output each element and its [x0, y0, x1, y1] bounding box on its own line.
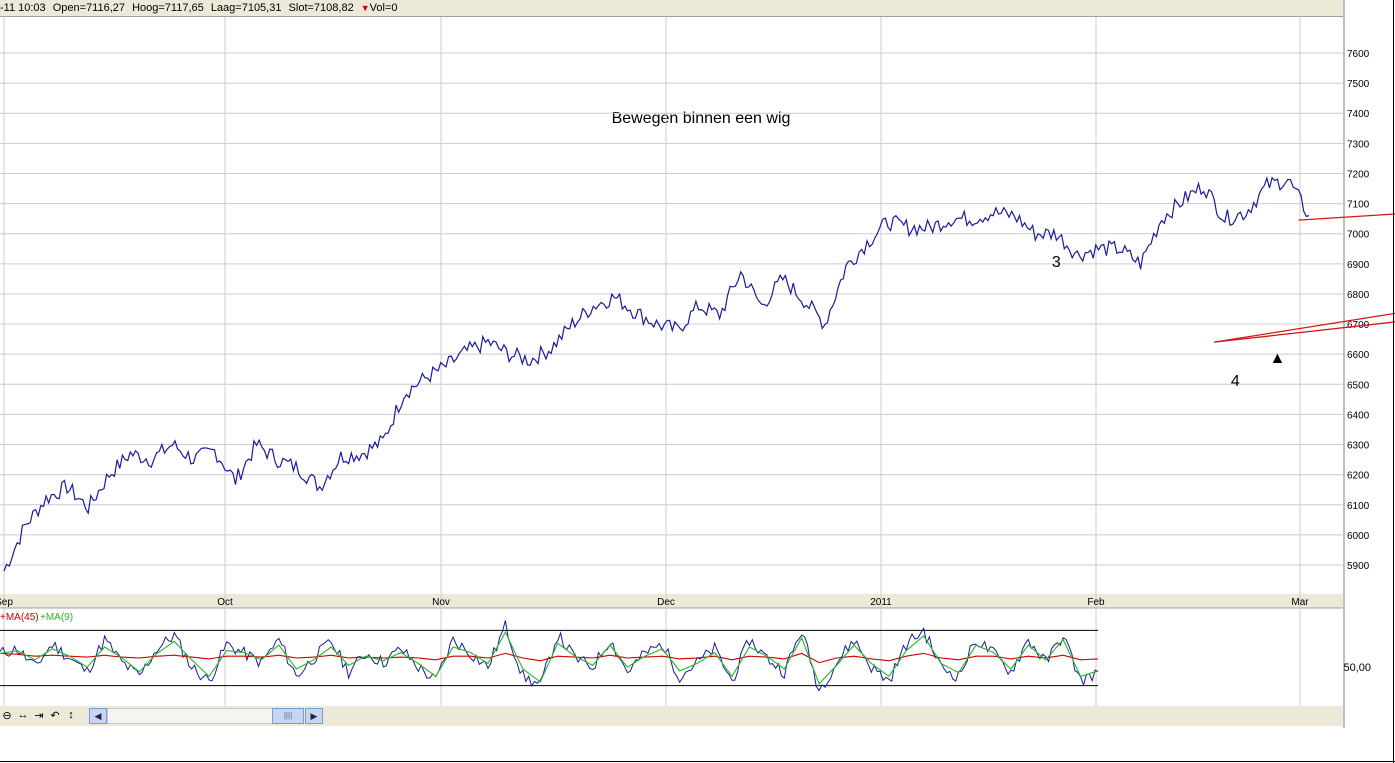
x-tick-label: Dec [657, 597, 675, 608]
y-tick-label: 7400 [1347, 109, 1370, 120]
x-tick-label: Sep [0, 597, 13, 608]
scroll-left-button[interactable]: ◀ [89, 708, 107, 724]
x-tick-label: Oct [217, 597, 233, 608]
down-arrow-icon: ▼ [360, 3, 370, 13]
y-tick-label: 6300 [1347, 441, 1370, 452]
right-edge [1343, 0, 1345, 728]
quote-open: Open=7116,27 [52, 2, 126, 14]
ma9-line [0, 630, 1099, 685]
legend-ma45: +MA(45) [0, 612, 39, 623]
x-tick-label: Mar [1291, 597, 1309, 608]
wave-label: 3 [1052, 254, 1061, 271]
quote-volume: Vol=0 [369, 2, 398, 14]
quote-high: Hoog=7117,65 [132, 2, 204, 14]
x-tick-label: 2011 [870, 597, 892, 608]
chart-title: Bewegen binnen een wig [612, 110, 791, 127]
y-tick-label: 6500 [1347, 380, 1370, 391]
wave-label: 4 [1231, 373, 1240, 390]
x-tick-label: Feb [1087, 597, 1105, 608]
y-tick-label: 6000 [1347, 531, 1370, 542]
scrollbar-thumb[interactable]: |||| [272, 708, 304, 724]
price-plot-area [0, 17, 1343, 594]
quote-low: Laag=7105,31 [210, 2, 282, 14]
scroll-right-button[interactable]: ▶ [305, 708, 323, 724]
up-triangle-icon: ▲ [1269, 350, 1285, 367]
y-tick-label: 6800 [1347, 290, 1370, 301]
price-line [3, 176, 1310, 572]
y-tick-label: 7000 [1347, 230, 1370, 241]
x-axis-band [0, 594, 1343, 608]
osc-y-tick-50: 50,00 [1343, 662, 1371, 674]
y-tick-label: 7200 [1347, 169, 1370, 180]
quote-header: -11 10:03 Open=7116,27 Hoog=7117,65 Laag… [0, 0, 1343, 17]
pan-vertical-icon[interactable]: ↕ [68, 709, 74, 721]
y-tick-label: 6200 [1347, 471, 1370, 482]
oscillator-plot-area [0, 608, 1343, 706]
y-tick-label: 6400 [1347, 410, 1370, 421]
y-tick-label: 7300 [1347, 139, 1370, 150]
y-tick-label: 6600 [1347, 350, 1370, 361]
window-frame-bottom [0, 761, 1395, 762]
y-tick-label: 5900 [1347, 561, 1370, 572]
quote-close: Slot=7108,82 [288, 2, 354, 14]
x-tick-label: Nov [432, 597, 450, 608]
ma45-line [0, 652, 1099, 664]
y-tick-label: 6900 [1347, 260, 1370, 271]
legend-ma9: +MA(9) [40, 612, 73, 623]
pan-horizontal-icon[interactable]: ↔ [17, 709, 29, 721]
chart-toolbar [0, 706, 1343, 726]
undo-icon[interactable]: ↶ [50, 710, 60, 722]
fit-right-icon[interactable]: ⇥ [34, 710, 44, 722]
zoom-icon[interactable]: ⊖ [2, 710, 12, 722]
y-tick-label: 7500 [1347, 79, 1370, 90]
y-tick-label: 7600 [1347, 49, 1370, 60]
window-frame-right [1343, 0, 1394, 763]
y-tick-label: 7100 [1347, 200, 1370, 211]
y-tick-label: 6100 [1347, 501, 1370, 512]
quote-datetime: -11 10:03 [0, 2, 46, 14]
oscillator-line [0, 620, 1099, 692]
